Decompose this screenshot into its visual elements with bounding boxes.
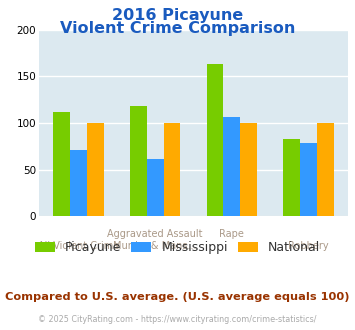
Text: Violent Crime Comparison: Violent Crime Comparison: [60, 21, 295, 36]
Bar: [53, 112, 70, 216]
Bar: [317, 123, 334, 216]
Text: All Violent Crime: All Violent Crime: [38, 241, 119, 251]
Bar: [130, 106, 147, 216]
Bar: [70, 150, 87, 216]
Text: Compared to U.S. average. (U.S. average equals 100): Compared to U.S. average. (U.S. average …: [5, 292, 350, 302]
Text: Robbery: Robbery: [288, 241, 329, 251]
Bar: [164, 123, 180, 216]
Legend: Picayune, Mississippi, National: Picayune, Mississippi, National: [30, 236, 325, 259]
Bar: [147, 159, 164, 216]
Bar: [300, 144, 317, 216]
Text: Rape: Rape: [219, 229, 244, 239]
Bar: [87, 123, 104, 216]
Bar: [283, 139, 300, 216]
Bar: [223, 117, 240, 216]
Text: Murder & Mans...: Murder & Mans...: [113, 241, 197, 251]
Bar: [240, 123, 257, 216]
Bar: [207, 64, 223, 216]
Text: Aggravated Assault: Aggravated Assault: [107, 229, 203, 239]
Text: © 2025 CityRating.com - https://www.cityrating.com/crime-statistics/: © 2025 CityRating.com - https://www.city…: [38, 315, 317, 324]
Text: 2016 Picayune: 2016 Picayune: [112, 8, 243, 23]
